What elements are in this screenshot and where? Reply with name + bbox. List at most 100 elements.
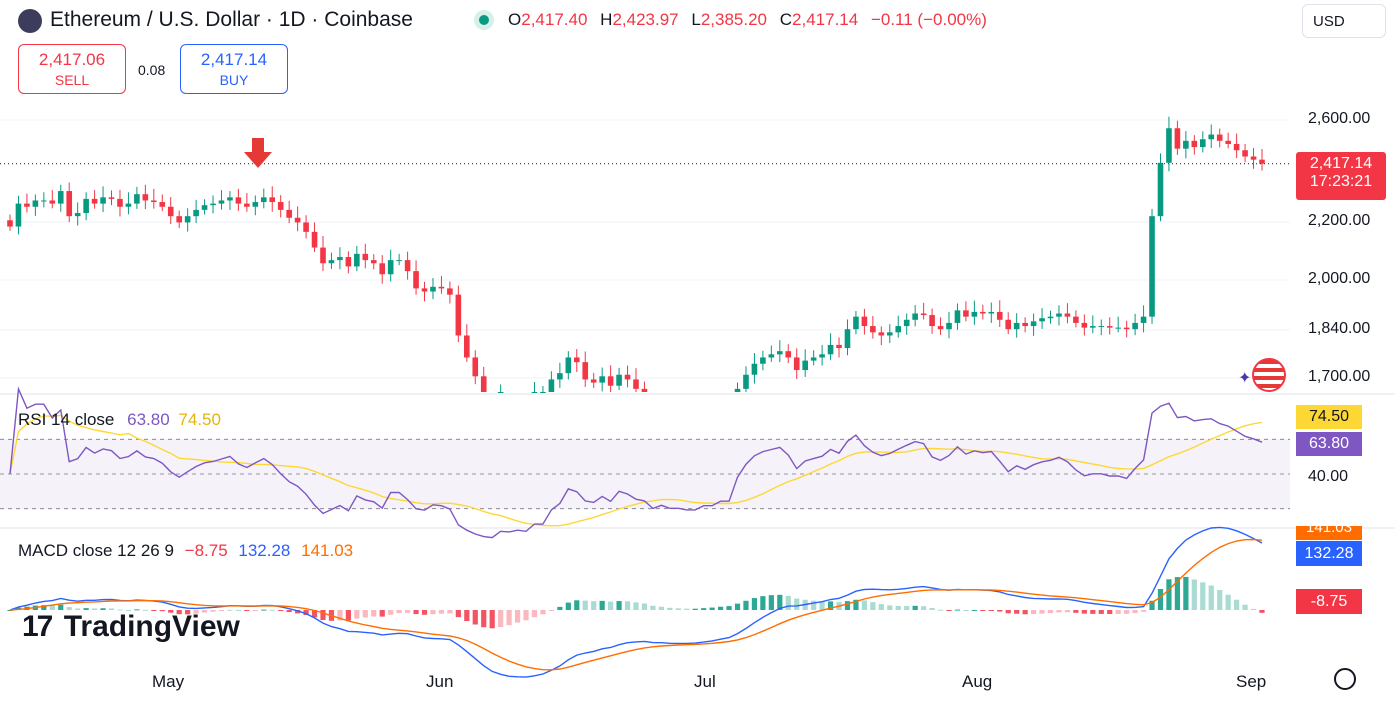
- candle-body: [345, 256, 352, 267]
- candle-body: [421, 288, 428, 292]
- ohlc-close-value: 2,417.14: [792, 10, 859, 29]
- macd-histogram-bar: [1014, 610, 1020, 614]
- macd-histogram-bar: [49, 605, 55, 610]
- candle-body: [1090, 326, 1096, 328]
- buy-label: BUY: [219, 72, 249, 88]
- candle-body: [413, 271, 419, 289]
- candle-body: [743, 374, 749, 389]
- symbol-title[interactable]: Ethereum / U.S. Dollar · 1D · Coinbase: [50, 8, 413, 31]
- macd-histogram-bar: [946, 610, 952, 611]
- macd-histogram-bar: [743, 600, 749, 610]
- candle-body: [1005, 319, 1012, 330]
- candle-body: [252, 202, 259, 207]
- macd-histogram-bar: [1124, 610, 1130, 614]
- candle-body: [244, 203, 250, 207]
- macd-histogram-bar: [1191, 579, 1197, 610]
- candle-body: [963, 310, 969, 317]
- macd-signal-tag: 141.03: [1296, 526, 1362, 540]
- sparkle-icon: ✦: [1238, 370, 1252, 387]
- macd-histogram-bar: [218, 610, 225, 611]
- macd-histogram-bar: [633, 602, 639, 610]
- candle-body: [455, 294, 462, 336]
- candle-body: [920, 313, 927, 316]
- candle-body: [7, 220, 13, 227]
- candle-body: [1013, 322, 1020, 330]
- macd-histogram-bar: [1090, 610, 1096, 614]
- macd-histogram-bar: [997, 610, 1003, 612]
- candle-body: [1250, 156, 1257, 160]
- macd-histogram-bar: [210, 610, 216, 612]
- macd-histogram-bar: [117, 609, 123, 611]
- sell-button[interactable]: 2,417.06 SELL: [18, 44, 126, 94]
- candle-body: [404, 260, 411, 272]
- us-flag-event-icon[interactable]: [1252, 358, 1286, 392]
- macd-histogram-bar: [557, 606, 563, 610]
- macd-histogram-bar: [66, 607, 72, 610]
- macd-histogram-bar: [455, 610, 461, 618]
- candle-body: [573, 357, 580, 363]
- macd-histogram-bar: [658, 606, 664, 610]
- macd-histogram-bar: [337, 610, 343, 621]
- rsi-ma-value: 74.50: [178, 410, 221, 429]
- macd-histogram-bar: [430, 610, 436, 615]
- candle-body: [760, 357, 766, 364]
- settings-gear-icon[interactable]: [1334, 668, 1356, 690]
- macd-histogram-bar: [608, 601, 614, 610]
- macd-histogram-bar: [1098, 610, 1104, 614]
- candle-body: [337, 256, 343, 261]
- candle-body: [49, 200, 56, 204]
- candle-body: [802, 360, 808, 371]
- currency-selector[interactable]: USD: [1302, 4, 1386, 38]
- macd-histogram-bar: [201, 610, 208, 613]
- macd-histogram-bar: [591, 601, 597, 610]
- macd-histogram-bar: [531, 610, 538, 618]
- price-axis-label: 1,840.00: [1308, 320, 1371, 337]
- buy-price: 2,417.14: [200, 50, 268, 69]
- last-price-value: 2,417.14: [1309, 155, 1373, 172]
- macd-histogram-bar: [684, 608, 690, 610]
- macd-histogram-bar: [599, 600, 605, 610]
- rsi-ma-tag: 74.50: [1296, 405, 1362, 429]
- macd-histogram-bar: [574, 600, 580, 610]
- candle-body: [1030, 321, 1037, 327]
- candle-body: [937, 326, 944, 330]
- macd-histogram-bar: [912, 605, 918, 610]
- candle-body: [430, 286, 436, 292]
- macd-histogram-bar: [1183, 576, 1189, 610]
- candle-body: [1081, 322, 1088, 328]
- macd-histogram-bar: [692, 608, 698, 610]
- candle-body: [74, 213, 81, 217]
- macd-histogram-bar: [295, 610, 301, 614]
- macd-histogram-bar: [7, 610, 13, 611]
- macd-histogram-bar: [1225, 594, 1231, 610]
- macd-histogram-bar: [379, 610, 385, 617]
- candle-body: [996, 311, 1003, 320]
- rsi-legend: RSI 14 close 63.80 74.50: [18, 410, 221, 430]
- candle-body: [582, 362, 589, 380]
- price-axis-label: 2,200.00: [1308, 212, 1371, 229]
- macd-histogram-bar: [988, 610, 994, 611]
- macd-histogram-bar: [1132, 610, 1138, 614]
- macd-histogram-bar: [751, 598, 758, 610]
- buy-button[interactable]: 2,417.14 BUY: [180, 44, 288, 94]
- macd-histogram-bar: [311, 610, 318, 618]
- macd-histogram-bar: [362, 610, 368, 618]
- candle-body: [438, 286, 445, 289]
- rsi-value: 63.80: [127, 410, 170, 429]
- candle-body: [1208, 134, 1215, 140]
- macd-histogram-bar: [760, 596, 766, 610]
- macd-histogram-bar: [176, 610, 182, 615]
- macd-histogram-bar: [151, 610, 157, 611]
- ohlc-key-low: L: [691, 10, 701, 29]
- candle-body: [1140, 316, 1147, 323]
- candle-body: [1225, 140, 1231, 144]
- candle-body: [777, 351, 783, 355]
- macd-histogram-bar: [413, 610, 419, 615]
- macd-histogram-bar: [540, 610, 546, 615]
- ohlc-change-value: −0.11 (−0.00%): [870, 10, 987, 29]
- candle-body: [903, 319, 910, 327]
- market-open-status-icon: [474, 10, 494, 30]
- macd-histogram-bar: [1157, 588, 1164, 610]
- tradingview-brand-text: TradingView: [63, 610, 240, 643]
